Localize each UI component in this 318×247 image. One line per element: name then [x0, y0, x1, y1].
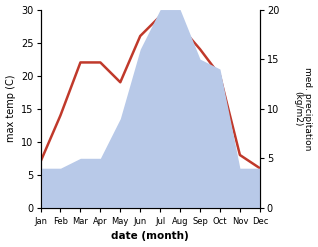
X-axis label: date (month): date (month) [111, 231, 189, 242]
Y-axis label: med. precipitation
(kg/m2): med. precipitation (kg/m2) [293, 67, 313, 150]
Y-axis label: max temp (C): max temp (C) [5, 75, 16, 143]
